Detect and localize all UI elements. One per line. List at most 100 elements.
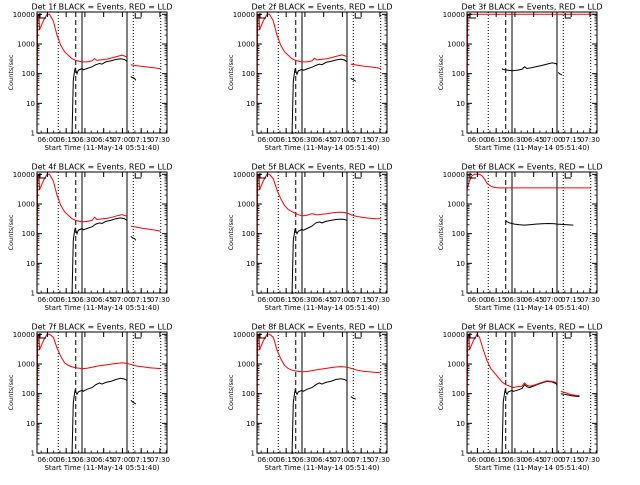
x-tick-label: 07:15 — [351, 456, 371, 464]
plot-title: Det 5f BLACK = Events, RED = LLD — [251, 163, 392, 172]
y-tick-label: 10 — [246, 260, 255, 268]
y-axis-title: Counts/sec — [7, 374, 15, 410]
series-line-events — [501, 62, 558, 72]
x-tick-label: 07:15 — [561, 456, 581, 464]
x-tick-label: 06:00 — [257, 456, 277, 464]
y-tick-label: 1 — [461, 290, 465, 298]
y-tick-label: 1 — [31, 450, 35, 458]
y-axis-title: Counts/sec — [227, 374, 235, 410]
x-tick-label: 07:15 — [131, 456, 151, 464]
y-axis-title: Counts/sec — [437, 54, 445, 90]
series-line-events — [37, 217, 128, 294]
series-line-events — [130, 76, 137, 81]
x-tick-label: 06:15 — [276, 296, 296, 304]
x-axis-title: Start Time (11-May-14 05:51:40) — [264, 144, 379, 152]
x-tick-label: 07:00 — [332, 296, 352, 304]
plot-title: Det 7f BLACK = Events, RED = LLD — [31, 323, 172, 332]
y-tick-label: 10 — [456, 100, 465, 108]
y-tick-label: 10000 — [443, 171, 465, 179]
y-tick-label: 10 — [246, 100, 255, 108]
x-axis-title: Start Time (11-May-14 05:51:40) — [264, 464, 379, 472]
y-tick-label: 100 — [452, 230, 465, 238]
x-tick-label: 07:00 — [542, 136, 562, 144]
x-tick-label: 06:15 — [276, 456, 296, 464]
x-tick-label: 06:30 — [75, 136, 95, 144]
y-axis-title: Counts/sec — [437, 214, 445, 250]
x-tick-label: 06:00 — [467, 296, 487, 304]
y-tick-label: 1000 — [17, 361, 35, 369]
y-tick-label: 10000 — [443, 331, 465, 339]
x-tick-label: 07:30 — [370, 296, 390, 304]
series-line-events — [257, 378, 348, 454]
plot-title: Det 8f BLACK = Events, RED = LLD — [251, 323, 392, 332]
y-tick-label: 1000 — [447, 41, 465, 49]
series-line-events — [130, 399, 137, 405]
y-tick-label: 1000 — [17, 201, 35, 209]
x-axis-title: Start Time (11-May-14 05:51:40) — [474, 304, 589, 312]
x-tick-label: 06:15 — [486, 456, 506, 464]
y-axis-title: Counts/sec — [227, 214, 235, 250]
y-tick-label: 10 — [456, 420, 465, 428]
y-tick-label: 100 — [452, 70, 465, 78]
series-line-events — [557, 72, 563, 76]
plot-frame — [466, 11, 598, 134]
x-tick-label: 06:00 — [257, 136, 277, 144]
segment-bracket-mark — [469, 13, 476, 19]
segment-bracket-mark — [134, 173, 142, 179]
x-tick-label: 07:00 — [542, 296, 562, 304]
y-tick-label: 10 — [26, 100, 35, 108]
series-line-lld — [37, 333, 161, 454]
y-tick-label: 100 — [22, 230, 35, 238]
y-axis-title: Counts/sec — [437, 374, 445, 410]
x-tick-label: 06:45 — [314, 456, 334, 464]
x-tick-label: 06:45 — [94, 296, 114, 304]
plot-title: Det 2f BLACK = Events, RED = LLD — [251, 3, 392, 12]
x-tick-label: 06:45 — [314, 296, 334, 304]
x-tick-label: 07:30 — [580, 136, 600, 144]
x-tick-label: 07:30 — [150, 296, 170, 304]
plot-title: Det 3f BLACK = Events, RED = LLD — [461, 3, 602, 12]
x-tick-label: 06:45 — [524, 296, 544, 304]
x-tick-label: 06:15 — [56, 456, 76, 464]
series-line-events — [505, 220, 574, 226]
y-tick-label: 100 — [452, 390, 465, 398]
y-tick-label: 10000 — [13, 171, 35, 179]
y-tick-label: 10000 — [233, 331, 255, 339]
y-tick-label: 1000 — [447, 201, 465, 209]
y-tick-label: 100 — [242, 230, 255, 238]
y-tick-label: 100 — [242, 70, 255, 78]
y-tick-label: 10000 — [233, 11, 255, 19]
series-line-lld — [467, 173, 591, 190]
x-tick-label: 07:30 — [370, 136, 390, 144]
x-tick-label: 06:30 — [505, 136, 525, 144]
segment-bracket-mark — [134, 13, 142, 19]
y-axis-title: Counts/sec — [227, 54, 235, 90]
segment-bracket-mark — [564, 173, 572, 179]
x-axis-title: Start Time (11-May-14 05:51:40) — [44, 144, 159, 152]
series-line-events — [560, 393, 580, 397]
series-line-lld — [467, 13, 597, 134]
y-tick-label: 10 — [26, 420, 35, 428]
series-line-events — [37, 377, 128, 454]
y-tick-label: 100 — [242, 390, 255, 398]
x-tick-label: 06:15 — [56, 296, 76, 304]
y-tick-label: 1 — [461, 130, 465, 138]
y-tick-label: 100 — [22, 390, 35, 398]
plot-frame — [256, 331, 388, 454]
x-tick-label: 07:15 — [351, 296, 371, 304]
plot-title: Det 9f BLACK = Events, RED = LLD — [461, 323, 602, 332]
y-axis-title: Counts/sec — [7, 214, 15, 250]
segment-bracket-mark — [564, 13, 572, 19]
x-tick-label: 07:00 — [112, 136, 132, 144]
series-line-events — [130, 236, 137, 241]
x-axis-title: Start Time (11-May-14 05:51:40) — [44, 464, 159, 472]
plot-title: Det 1f BLACK = Events, RED = LLD — [31, 3, 172, 12]
plot-frame — [36, 171, 168, 294]
series-line-events — [350, 77, 357, 82]
y-tick-label: 10 — [456, 260, 465, 268]
x-tick-label: 07:00 — [332, 456, 352, 464]
series-line-events — [350, 396, 357, 400]
plot-frame — [466, 171, 598, 294]
x-tick-label: 06:45 — [94, 136, 114, 144]
plot-title: Det 6f BLACK = Events, RED = LLD — [461, 163, 602, 172]
